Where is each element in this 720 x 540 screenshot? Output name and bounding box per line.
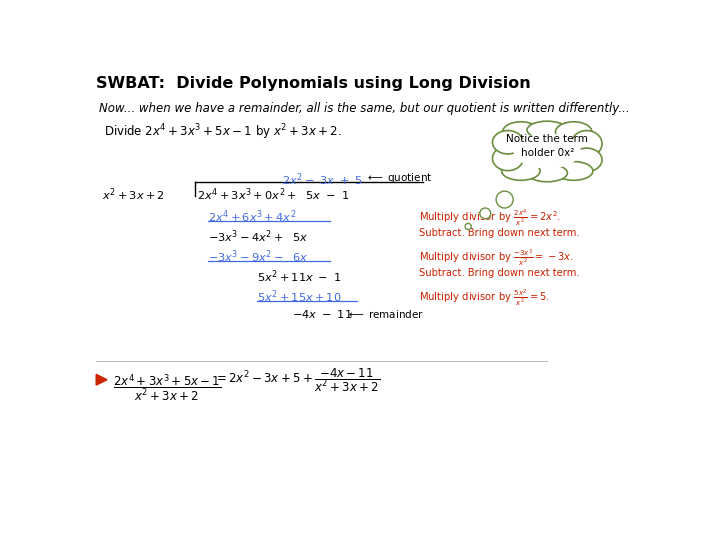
Text: $x^2+3x+2$: $x^2+3x+2$ [102, 186, 164, 203]
Ellipse shape [527, 121, 567, 139]
Text: Subtract. Bring down next term.: Subtract. Bring down next term. [419, 268, 580, 278]
Text: Multiply divisor by $\frac{5x^2}{x^2}=5.$: Multiply divisor by $\frac{5x^2}{x^2}=5.… [419, 288, 550, 309]
Text: Notice the term
holder 0x²: Notice the term holder 0x² [506, 134, 588, 158]
Ellipse shape [571, 131, 602, 157]
Text: Multiply divisor by $\frac{-3x^3}{x^2}=-3x.$: Multiply divisor by $\frac{-3x^3}{x^2}=-… [419, 248, 575, 269]
Text: $= 2x^2-3x+5+\dfrac{-4x-11}{x^2+3x+2}$: $= 2x^2-3x+5+\dfrac{-4x-11}{x^2+3x+2}$ [214, 367, 380, 394]
Text: $\longleftarrow$ quotient: $\longleftarrow$ quotient [365, 171, 433, 185]
Text: Subtract. Bring down next term.: Subtract. Bring down next term. [419, 228, 580, 238]
Ellipse shape [502, 161, 540, 180]
Text: $5x^2+11x\ -\ 1$: $5x^2+11x\ -\ 1$ [256, 268, 341, 285]
Text: $2x^4+3x^3+0x^2+\ \ 5x\ -\ 1$: $2x^4+3x^3+0x^2+\ \ 5x\ -\ 1$ [197, 186, 349, 203]
Text: Now... when we have a remainder, all is the same, but our quotient is written di: Now... when we have a remainder, all is … [99, 102, 630, 115]
Text: $\dfrac{2x^4+3x^3+5x-1}{x^2+3x+2}$: $\dfrac{2x^4+3x^3+5x-1}{x^2+3x+2}$ [113, 373, 222, 404]
Text: $5x^2+15x+10$: $5x^2+15x+10$ [256, 288, 341, 305]
Ellipse shape [555, 122, 592, 142]
Circle shape [496, 191, 513, 208]
Ellipse shape [527, 164, 567, 182]
Polygon shape [96, 374, 107, 385]
Text: Multiply divisor by $\frac{2x^4}{x^2}=2x^2.$: Multiply divisor by $\frac{2x^4}{x^2}=2x… [419, 208, 562, 229]
Text: SWBAT:  Divide Polynomials using Long Division: SWBAT: Divide Polynomials using Long Div… [96, 76, 531, 91]
Text: $-4x\ -\ 11$: $-4x\ -\ 11$ [292, 308, 352, 320]
Ellipse shape [509, 131, 585, 172]
Circle shape [465, 224, 472, 230]
Ellipse shape [503, 122, 539, 142]
Text: $2x^2-\ 3x\ +\ 5$: $2x^2-\ 3x\ +\ 5$ [282, 171, 364, 188]
Text: Divide $2x^4 + 3x^3 + 5x - 1$ by $x^2 + 3x + 2.$: Divide $2x^4 + 3x^3 + 5x - 1$ by $x^2 + … [104, 123, 341, 142]
Text: $-3x^3-9x^2-\ \ 6x$: $-3x^3-9x^2-\ \ 6x$ [208, 248, 308, 265]
Text: $\longleftarrow$ remainder: $\longleftarrow$ remainder [346, 308, 424, 320]
Text: $-3x^3-4x^2+\ \ 5x$: $-3x^3-4x^2+\ \ 5x$ [208, 228, 308, 245]
Circle shape [480, 208, 490, 219]
Ellipse shape [492, 131, 523, 154]
Ellipse shape [554, 161, 593, 180]
Text: $2x^4+6x^3+4x^2$: $2x^4+6x^3+4x^2$ [208, 208, 296, 225]
Ellipse shape [513, 133, 581, 168]
Ellipse shape [492, 146, 523, 171]
Ellipse shape [571, 148, 602, 172]
